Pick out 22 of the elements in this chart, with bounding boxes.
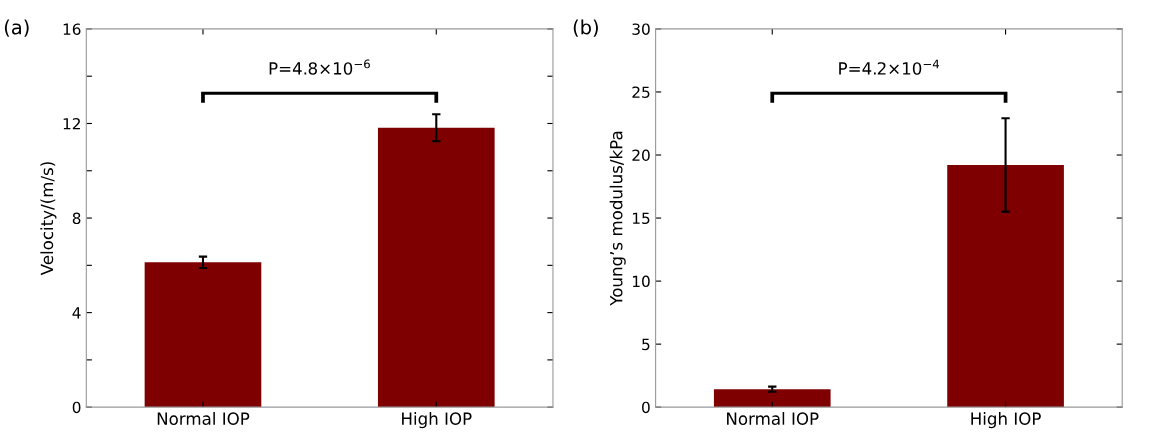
- y-tick-label: 8: [72, 212, 81, 225]
- y-tick-label: 0: [642, 401, 650, 414]
- annotation: P=4.8×10$^{−6}$: [269, 59, 370, 75]
- x-tick-label: Normal IOP: [157, 412, 250, 425]
- y-tick-label: 0: [72, 401, 81, 414]
- y-tick-label: 10: [632, 275, 650, 288]
- annotation: P=4.2×10$^{−4}$: [839, 59, 940, 75]
- y-tick-label: 25: [632, 86, 650, 98]
- y-tick-label: 15: [632, 212, 650, 225]
- y-tick-label: 5: [642, 338, 650, 351]
- chart-title: (a): [4, 19, 29, 37]
- x-tick-label: High IOP: [971, 412, 1041, 429]
- y-axis-title: Velocity/(m/s): [40, 162, 57, 276]
- y-tick-label: 16: [63, 23, 81, 35]
- y-tick-label: 20: [632, 149, 650, 162]
- x-tick-label: High IOP: [402, 412, 472, 429]
- y-tick-label: 12: [63, 117, 80, 130]
- y-axis-title: Young’s modulus/kPa: [609, 131, 626, 306]
- y-tick-label: 4: [72, 307, 81, 319]
- chart-title: (b): [573, 19, 598, 37]
- y-tick-label: 30: [632, 23, 650, 35]
- x-tick-label: Normal IOP: [727, 412, 819, 425]
